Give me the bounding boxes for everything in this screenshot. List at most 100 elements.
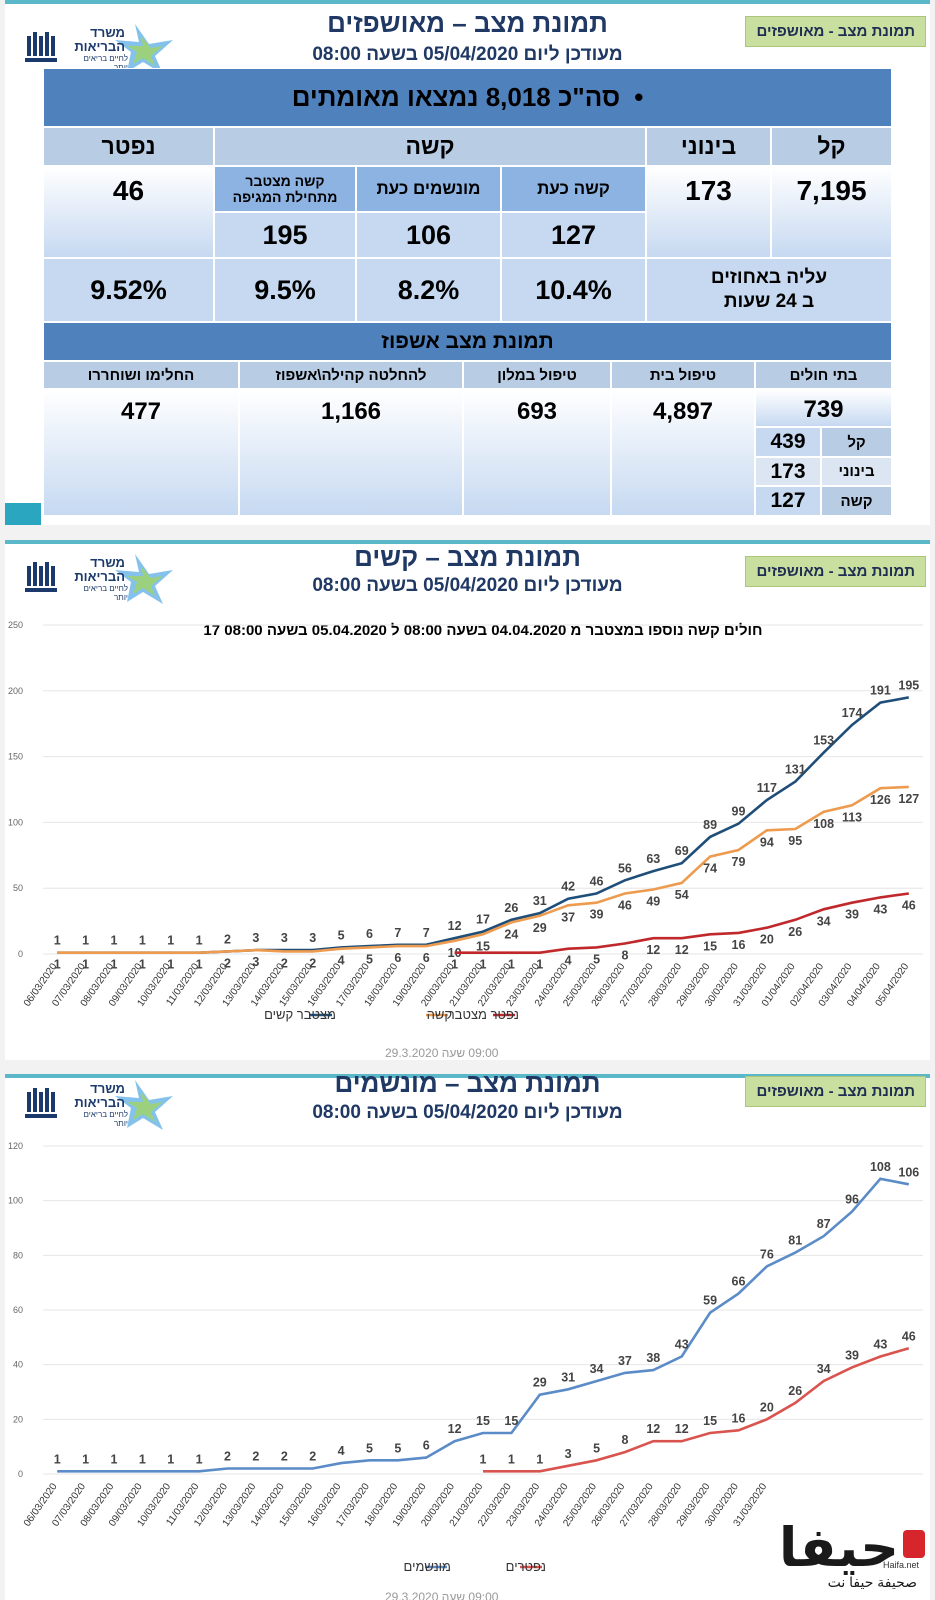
data-label: 108 xyxy=(870,1160,891,1174)
data-label: 54 xyxy=(675,888,689,902)
data-label: 1 xyxy=(82,958,89,972)
data-label: 2 xyxy=(309,956,316,970)
subheader-severe-cumulative: קשה מצטבר מתחילת המגיפה xyxy=(214,166,356,212)
rise-label-line2: ב 24 שעות xyxy=(723,291,815,312)
series-line xyxy=(57,1177,910,1473)
data-label: 106 xyxy=(898,1165,919,1179)
data-label: 1 xyxy=(54,1452,61,1466)
status-table: • סה"כ 8,018 נמצאו מאומתים קל בינוני קשה … xyxy=(43,68,892,516)
data-label: 74 xyxy=(703,862,717,876)
data-label: 34 xyxy=(590,1362,604,1376)
data-label: 6 xyxy=(423,1439,430,1453)
data-label: 1 xyxy=(196,958,203,972)
data-label: 16 xyxy=(732,938,746,952)
data-label: 34 xyxy=(817,914,831,928)
rise-severe-cumulative: 9.5% xyxy=(214,258,356,322)
legend-label: מונשמים xyxy=(404,1559,451,1574)
data-label: 5 xyxy=(394,1441,401,1455)
ministry-emblem-icon xyxy=(25,554,173,604)
data-label: 39 xyxy=(845,908,859,922)
footer-hint: 09:00 שעה 29.3.2020 xyxy=(385,1590,499,1600)
data-label: 2 xyxy=(224,1450,231,1464)
chart-title: חולים קשה נוספו במצטבר מ 04.04.2020 בשעה… xyxy=(203,622,762,639)
rise-severe-now: 10.4% xyxy=(501,258,646,322)
data-label: 1 xyxy=(451,958,458,972)
data-label: 5 xyxy=(338,928,345,942)
update-subtitle: מעודכן ליום 05/04/2020 בשעה 08:00 xyxy=(312,575,623,596)
data-label: 1 xyxy=(167,1452,174,1466)
data-label: 108 xyxy=(813,817,834,831)
data-label: 59 xyxy=(703,1294,717,1308)
watermark-sub: صحيفة حيفا نت xyxy=(827,1574,917,1590)
data-label: 174 xyxy=(842,706,863,720)
data-label: 46 xyxy=(618,898,632,912)
data-label: 26 xyxy=(788,925,802,939)
y-tick-label: 80 xyxy=(13,1250,23,1260)
watermark-net: Haifa.net xyxy=(882,1560,919,1570)
section-tag: תמונת מצב - מאושפזים xyxy=(745,1076,926,1107)
data-label: 1 xyxy=(196,934,203,948)
rise-dead: 9.52% xyxy=(43,258,214,322)
data-label: 37 xyxy=(618,1354,632,1368)
total-confirmed-row: • סה"כ 8,018 נמצאו מאומתים xyxy=(43,68,892,127)
data-label: 1 xyxy=(139,958,146,972)
data-label: 117 xyxy=(757,781,777,795)
data-label: 8 xyxy=(621,948,628,962)
logo-text: משרד הבריאות xyxy=(74,25,125,54)
ventilated-line-chart: 02040608010012006/03/202007/03/202008/03… xyxy=(8,1141,923,1574)
logo-subtitle: לחיים בריאים יותר xyxy=(83,54,129,72)
data-label: 5 xyxy=(366,1441,373,1455)
data-label: 43 xyxy=(675,1337,689,1351)
value-dead: 46 xyxy=(43,166,214,258)
hosp-value-home: 4,897 xyxy=(611,389,755,516)
data-label: 195 xyxy=(898,678,919,692)
series-line xyxy=(454,892,909,954)
data-label: 1 xyxy=(167,958,174,972)
legend-label: נפטר מצטבר xyxy=(448,1007,519,1022)
data-label: 15 xyxy=(476,939,490,953)
data-label: 89 xyxy=(703,818,717,832)
data-label: 153 xyxy=(813,734,834,748)
data-label: 2 xyxy=(224,932,231,946)
series-line xyxy=(57,785,909,954)
header-severe: קשה xyxy=(214,127,646,166)
data-label: 1 xyxy=(110,958,117,972)
data-label: 2 xyxy=(309,1450,316,1464)
hosp-header-recovered: החלימו ושוחררו xyxy=(43,361,239,389)
data-label: 31 xyxy=(533,894,547,908)
hosp-header-home: טיפול בית xyxy=(611,361,755,389)
ministry-emblem-icon xyxy=(25,1080,173,1130)
header-light: קל xyxy=(771,127,892,166)
data-label: 15 xyxy=(703,939,717,953)
data-label: 37 xyxy=(561,910,575,924)
logo-subtitle: לחיים בריאים יותר xyxy=(83,584,129,602)
data-label: 2 xyxy=(224,956,231,970)
data-label: 94 xyxy=(760,835,774,849)
data-label: 1 xyxy=(536,958,543,972)
data-label: 29 xyxy=(533,1376,547,1390)
data-label: 99 xyxy=(732,805,746,819)
y-tick-label: 200 xyxy=(8,686,23,696)
data-label: 15 xyxy=(476,1414,490,1428)
hosp-header-hospitals: בתי חולים xyxy=(755,361,892,389)
hospitalization-title: תמונת מצב אשפוז xyxy=(43,322,892,361)
data-label: 42 xyxy=(561,880,575,894)
subheader-ventilated-now: מונשמים כעת xyxy=(356,166,501,212)
data-label: 3 xyxy=(281,931,288,945)
data-label: 5 xyxy=(593,952,600,966)
legend-label: קשה xyxy=(427,1007,452,1022)
data-label: 3 xyxy=(309,931,316,945)
y-tick-label: 0 xyxy=(18,949,23,959)
data-label: 1 xyxy=(508,958,515,972)
y-tick-label: 100 xyxy=(8,817,23,827)
data-label: 26 xyxy=(504,901,518,915)
data-label: 1 xyxy=(480,1452,487,1466)
y-tick-label: 100 xyxy=(8,1196,23,1206)
severe-line-chart: חולים קשה נוספו במצטבר מ 04.04.2020 בשעה… xyxy=(8,620,923,1022)
hosp-value-hospitals: 739 xyxy=(755,389,892,427)
data-label: 66 xyxy=(732,1275,746,1289)
data-label: 39 xyxy=(590,908,604,922)
data-label: 191 xyxy=(870,684,891,698)
data-label: 3 xyxy=(252,931,259,945)
